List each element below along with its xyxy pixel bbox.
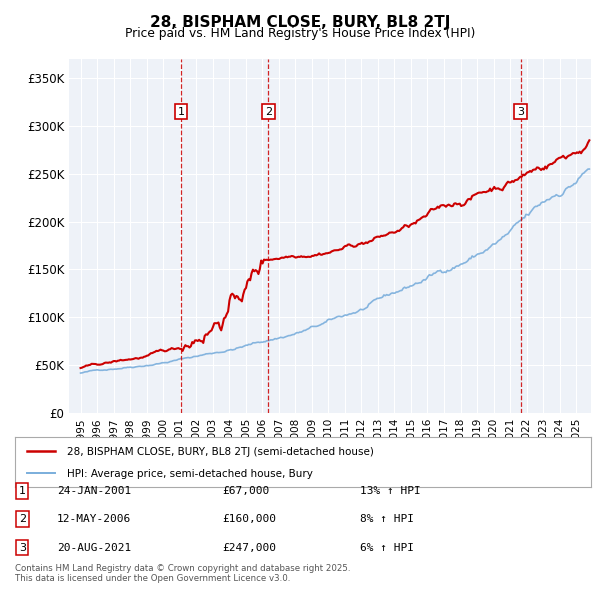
Text: HPI: Average price, semi-detached house, Bury: HPI: Average price, semi-detached house,… <box>67 468 313 478</box>
Text: £247,000: £247,000 <box>222 543 276 552</box>
Text: Price paid vs. HM Land Registry's House Price Index (HPI): Price paid vs. HM Land Registry's House … <box>125 27 475 40</box>
Text: 1: 1 <box>178 107 184 117</box>
Text: 6% ↑ HPI: 6% ↑ HPI <box>360 543 414 552</box>
Text: 1: 1 <box>19 486 26 496</box>
Text: 3: 3 <box>19 543 26 552</box>
Text: 28, BISPHAM CLOSE, BURY, BL8 2TJ: 28, BISPHAM CLOSE, BURY, BL8 2TJ <box>150 15 450 30</box>
Text: 24-JAN-2001: 24-JAN-2001 <box>57 486 131 496</box>
Text: 28, BISPHAM CLOSE, BURY, BL8 2TJ (semi-detached house): 28, BISPHAM CLOSE, BURY, BL8 2TJ (semi-d… <box>67 447 374 457</box>
Text: 2: 2 <box>19 514 26 524</box>
Text: £160,000: £160,000 <box>222 514 276 524</box>
Text: 20-AUG-2021: 20-AUG-2021 <box>57 543 131 552</box>
Text: 8% ↑ HPI: 8% ↑ HPI <box>360 514 414 524</box>
Text: 12-MAY-2006: 12-MAY-2006 <box>57 514 131 524</box>
Text: Contains HM Land Registry data © Crown copyright and database right 2025.
This d: Contains HM Land Registry data © Crown c… <box>15 563 350 583</box>
Text: 2: 2 <box>265 107 272 117</box>
Text: 13% ↑ HPI: 13% ↑ HPI <box>360 486 421 496</box>
Text: 3: 3 <box>517 107 524 117</box>
Text: £67,000: £67,000 <box>222 486 269 496</box>
